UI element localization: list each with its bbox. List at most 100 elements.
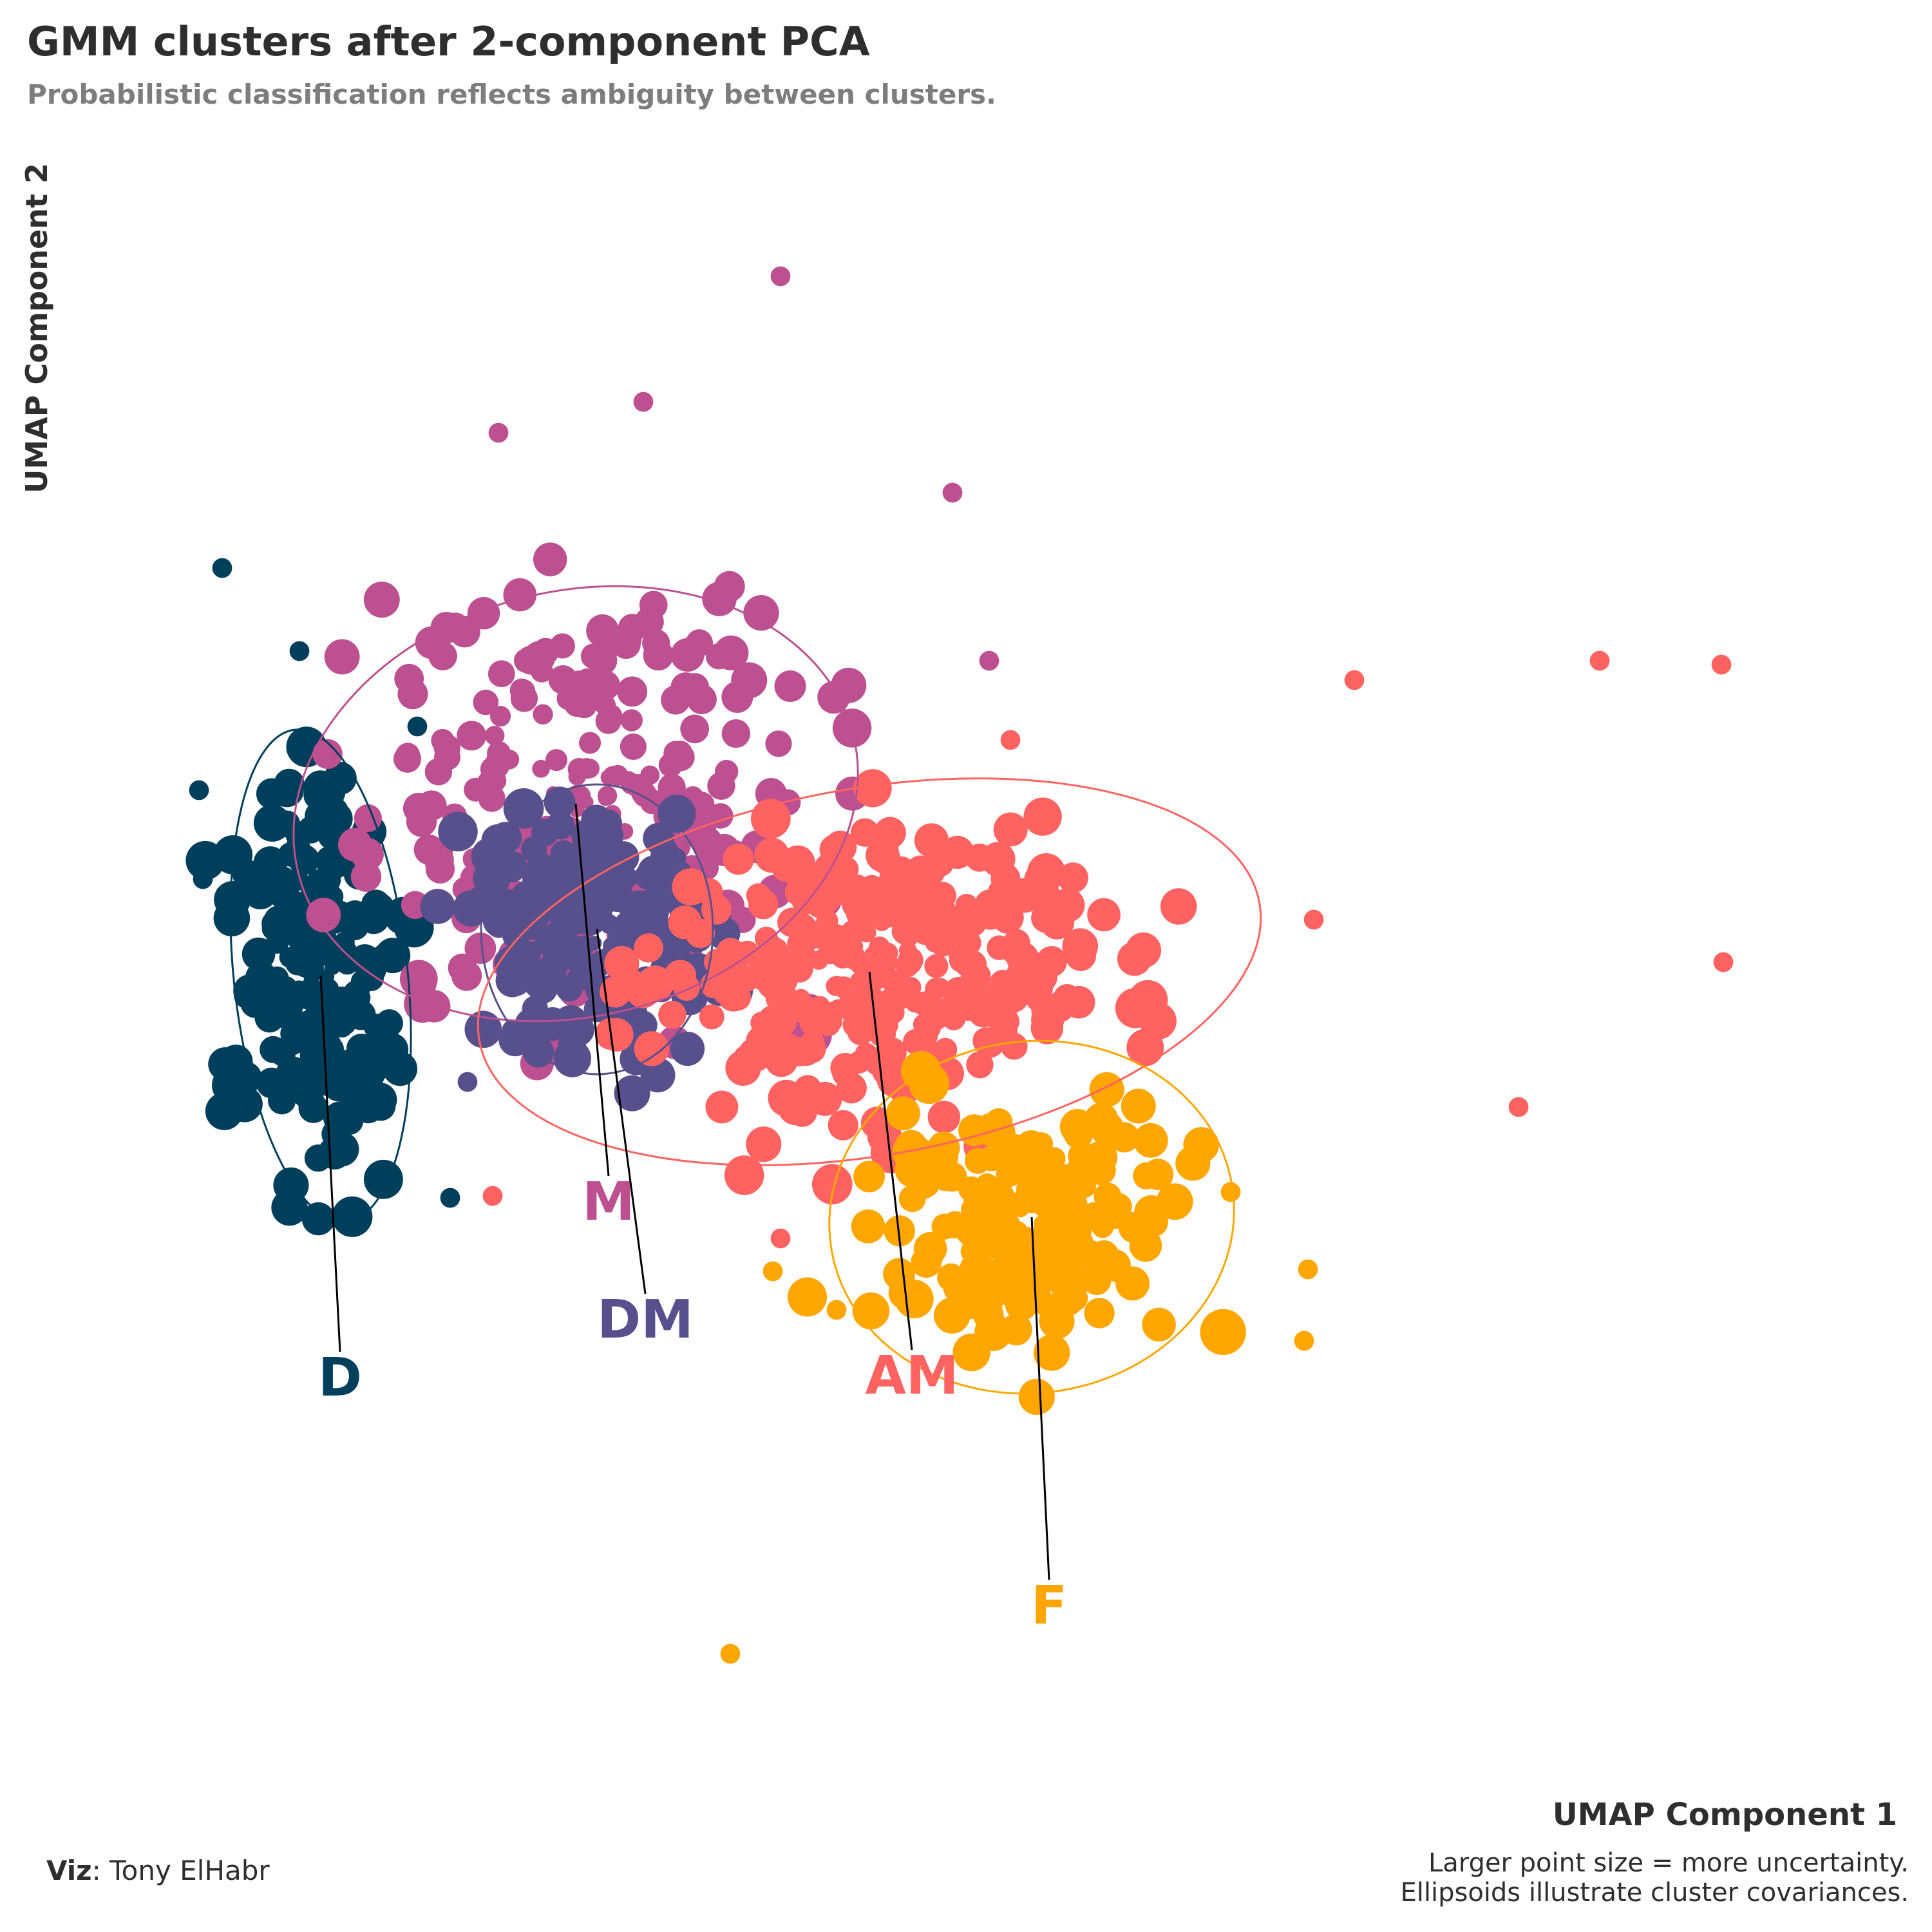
point-AM [833, 976, 855, 999]
point-M [667, 743, 695, 772]
point-AM [1508, 1097, 1529, 1117]
point-DM [632, 908, 653, 930]
point-AM [1126, 1028, 1164, 1066]
point-M [702, 582, 737, 616]
point-D [205, 1092, 243, 1130]
point-F [1033, 1220, 1055, 1242]
point-M [533, 542, 567, 576]
point-F [906, 1164, 941, 1199]
point-DM [558, 1031, 586, 1059]
point-M [721, 719, 751, 748]
point-D [332, 1196, 373, 1237]
point-DM [531, 819, 559, 847]
point-AM [898, 909, 918, 929]
point-D [304, 1014, 331, 1041]
point-M [618, 614, 647, 643]
point-D [343, 982, 367, 1007]
point-M [350, 861, 382, 892]
point-D [301, 1202, 335, 1236]
point-M [765, 730, 792, 757]
point-F [1298, 1259, 1318, 1280]
point-M [617, 676, 648, 707]
point-F [1294, 1331, 1314, 1351]
point-M [600, 769, 617, 786]
point-AM [1344, 670, 1365, 690]
cluster-label-AM: AM [865, 1345, 958, 1406]
point-F [1133, 1122, 1168, 1158]
point-M [395, 743, 421, 768]
point-F [1084, 1141, 1118, 1174]
point-M [578, 732, 601, 754]
point-AM [1160, 888, 1197, 925]
point-F [1121, 1088, 1156, 1124]
point-AM [916, 1024, 938, 1046]
point-D [407, 716, 428, 737]
point-M [448, 616, 480, 648]
point-M [457, 721, 487, 751]
point-D [284, 999, 303, 1018]
point-AM [658, 1000, 687, 1029]
point-AM [790, 887, 813, 910]
point-AM [869, 936, 891, 958]
point-DM [495, 945, 529, 981]
point-AM [887, 863, 912, 888]
point-M [363, 582, 400, 618]
point-AM [853, 769, 892, 808]
point-AM [1589, 650, 1610, 671]
point-AM [810, 883, 841, 914]
point-D [312, 983, 328, 999]
point-AM [842, 946, 867, 971]
point-AM [808, 1081, 842, 1116]
point-AM [1031, 902, 1061, 933]
point-F [956, 1213, 983, 1240]
point-M [817, 681, 850, 714]
point-D [440, 1188, 460, 1208]
point-M [680, 714, 710, 744]
note-line-size: Larger point size = more uncertainty. [1428, 1848, 1909, 1878]
point-D [306, 869, 334, 897]
point-AM [836, 994, 862, 1021]
point-DM [457, 1072, 478, 1092]
point-F [931, 1213, 958, 1240]
point-AM [781, 845, 815, 880]
point-D [345, 1040, 372, 1066]
point-AM [705, 1090, 739, 1124]
point-F [1065, 1227, 1085, 1247]
point-F [892, 1133, 929, 1170]
point-D [304, 930, 326, 952]
point-AM [925, 978, 947, 1000]
point-DM [556, 848, 585, 876]
point-F [952, 1333, 990, 1372]
viz-credit-author: Tony ElHabr [109, 1855, 270, 1886]
point-M [503, 578, 537, 612]
point-M [545, 749, 568, 772]
point-M [576, 758, 598, 779]
point-M [532, 759, 550, 778]
point-F [964, 1148, 991, 1174]
point-M [643, 639, 674, 671]
point-AM [1007, 959, 1034, 986]
point-AM [600, 976, 632, 1008]
point-AM [1711, 654, 1732, 675]
point-D [269, 879, 299, 910]
point-F [884, 1215, 915, 1247]
cluster-label-M: M [582, 1171, 635, 1233]
point-DM [658, 795, 696, 833]
cluster-DM-points [420, 786, 764, 1112]
point-M [714, 635, 749, 670]
point-D [193, 869, 213, 889]
point-F [943, 1273, 973, 1303]
point-F [1031, 1183, 1054, 1206]
point-AM [770, 1228, 791, 1249]
point-AM [482, 1186, 503, 1206]
point-D [185, 840, 225, 880]
point-AM [1057, 862, 1088, 893]
point-DM [640, 1057, 676, 1093]
point-D [363, 1013, 390, 1040]
point-DM [527, 866, 556, 895]
point-DM [670, 1031, 705, 1066]
point-DM [614, 1075, 650, 1112]
point-F [1090, 1112, 1124, 1146]
